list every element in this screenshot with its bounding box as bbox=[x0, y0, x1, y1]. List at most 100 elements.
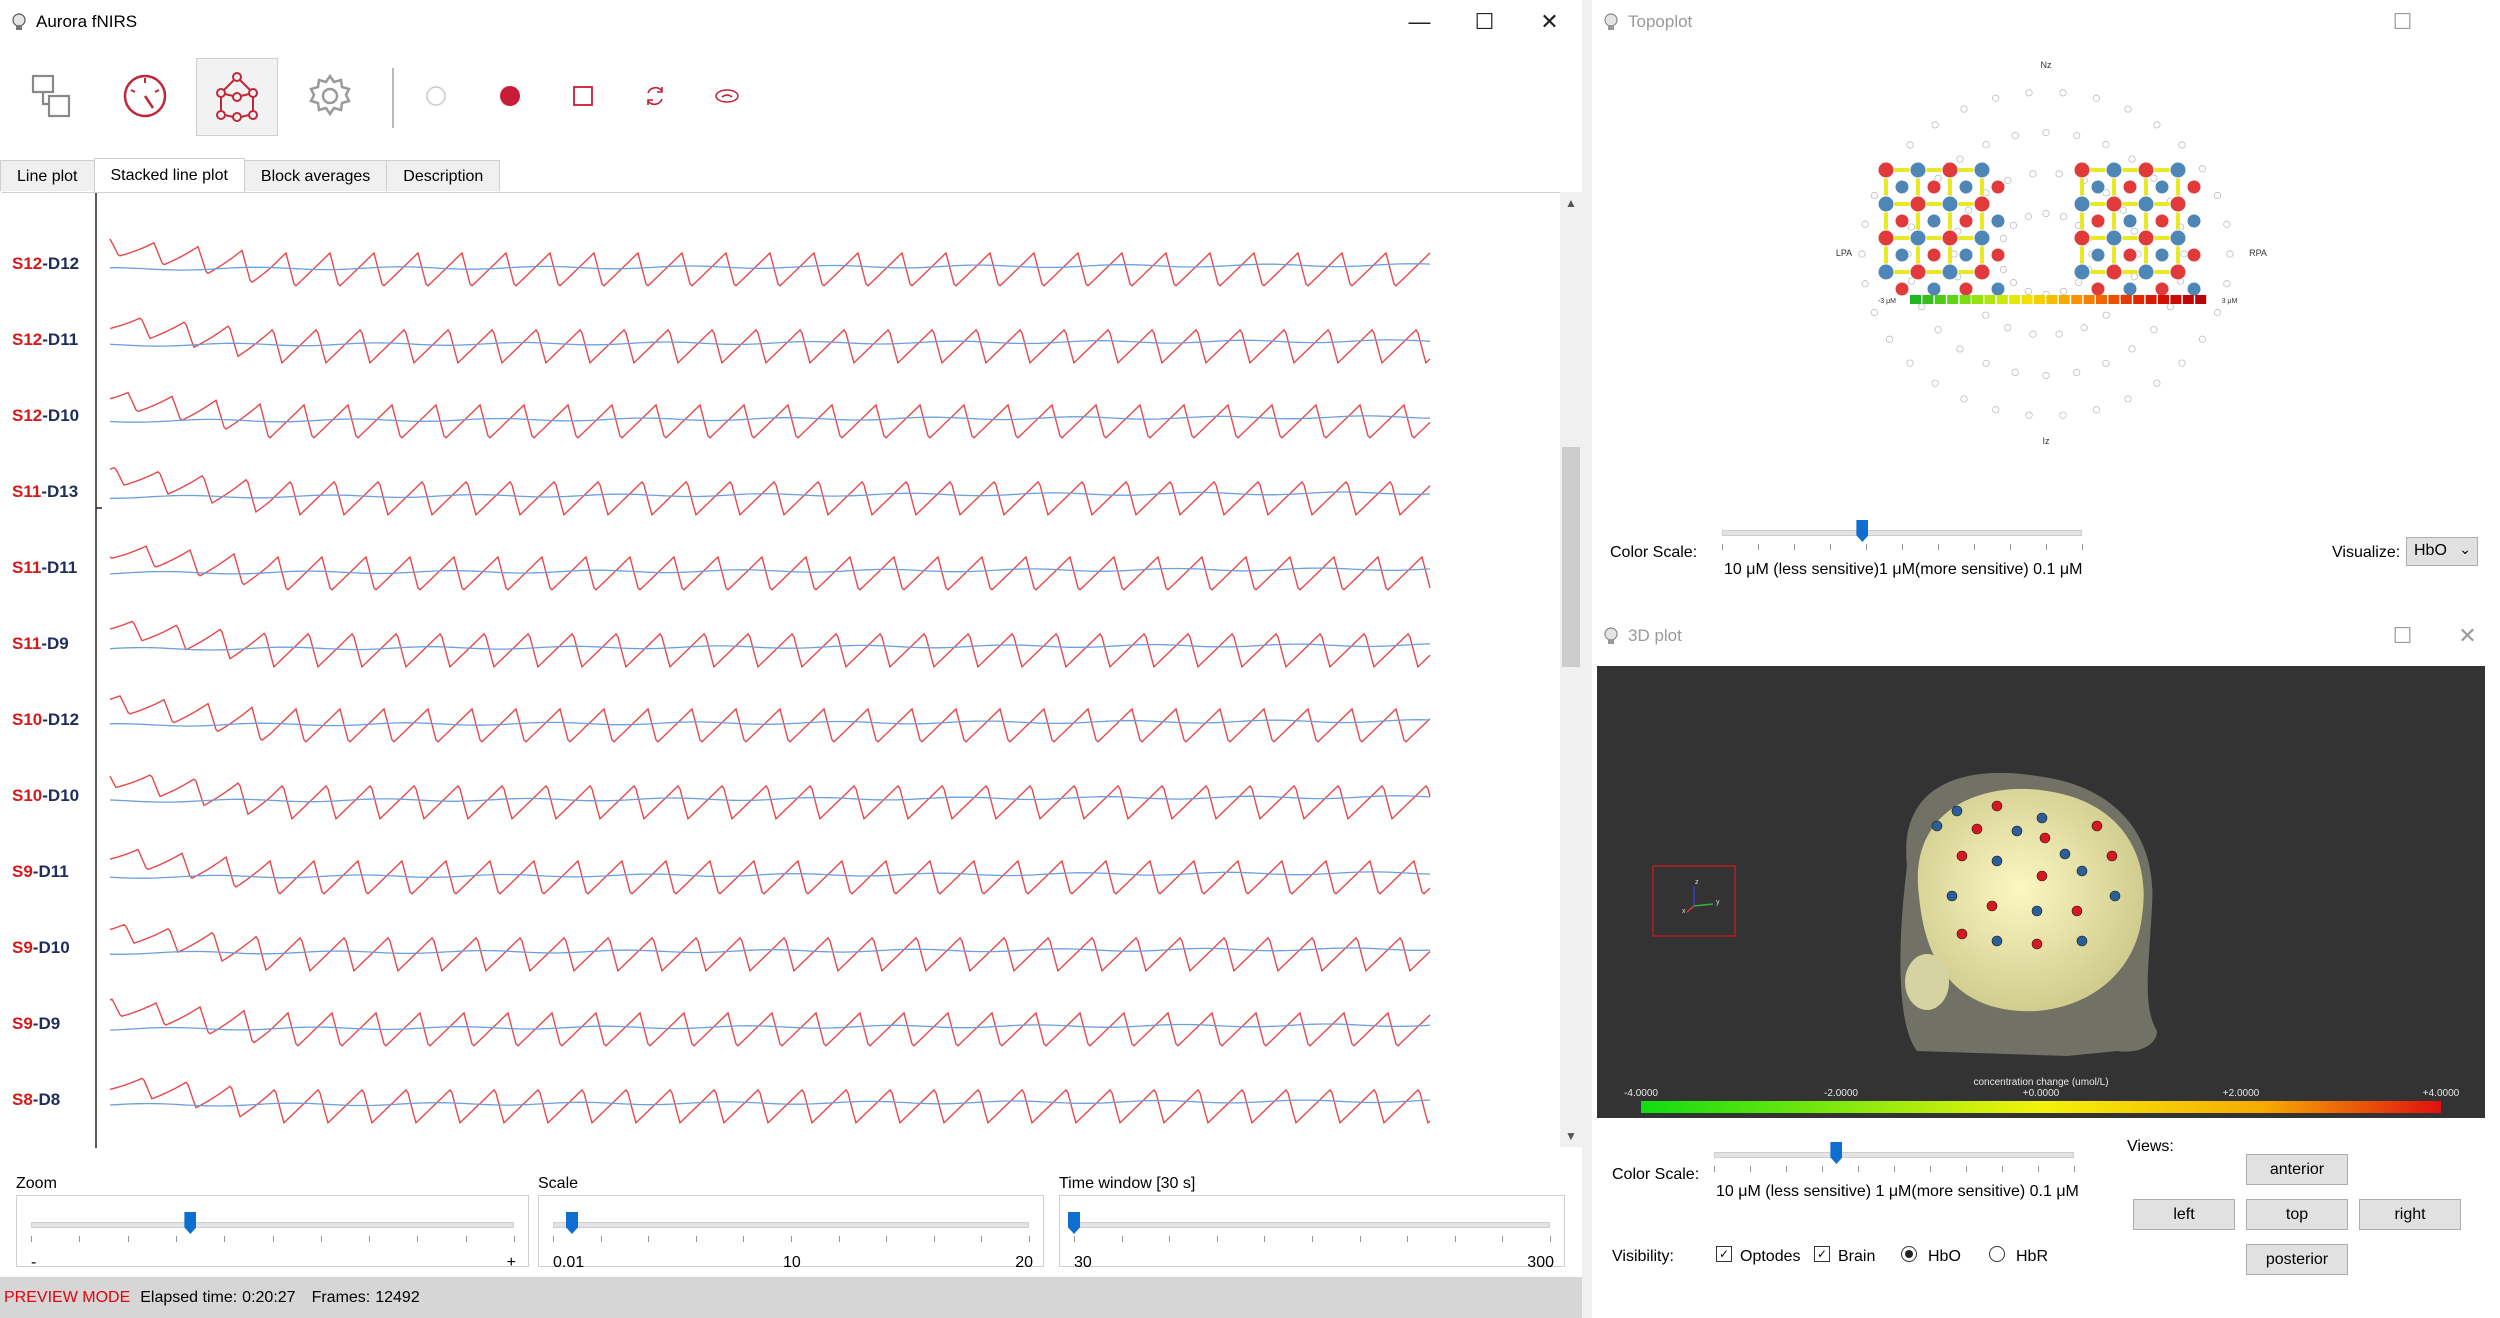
topo-detector-optode[interactable] bbox=[1973, 229, 1991, 247]
plot3d-close-button[interactable]: ✕ bbox=[2458, 623, 2477, 648]
topo-detector-optode[interactable] bbox=[2137, 195, 2155, 213]
topo-channel-site[interactable] bbox=[2186, 281, 2202, 297]
topo-detector-optode[interactable] bbox=[1973, 161, 1991, 179]
brain-checkbox[interactable]: ✓ bbox=[1814, 1246, 1830, 1262]
topo-channel-site[interactable] bbox=[1958, 179, 1974, 195]
plot3d-minimize-button[interactable] bbox=[2305, 614, 2370, 658]
stop-button[interactable] bbox=[543, 58, 623, 134]
3d-detector-optode[interactable] bbox=[2011, 825, 2023, 837]
time-window-slider[interactable] bbox=[1068, 1212, 1551, 1242]
3d-detector-optode[interactable] bbox=[2059, 848, 2071, 860]
topo-channel-site[interactable] bbox=[1958, 247, 1974, 263]
topo-channel-site[interactable] bbox=[2154, 179, 2170, 195]
3d-source-optode[interactable] bbox=[1956, 850, 1968, 862]
slider-track[interactable] bbox=[1074, 1222, 1550, 1228]
scroll-thumb[interactable] bbox=[1562, 447, 1580, 667]
topo-channel-site[interactable] bbox=[2090, 213, 2106, 229]
zoom-slider[interactable] bbox=[31, 1212, 515, 1242]
topo-detector-optode[interactable] bbox=[2169, 229, 2187, 247]
topo-channel-site[interactable] bbox=[1990, 281, 2006, 297]
slider-handle[interactable] bbox=[1068, 1212, 1080, 1234]
view-posterior-button[interactable]: posterior bbox=[2246, 1244, 2348, 1275]
record-button[interactable] bbox=[470, 58, 550, 134]
topo-source-optode[interactable] bbox=[2137, 229, 2155, 247]
3d-detector-optode[interactable] bbox=[1991, 855, 2003, 867]
3d-detector-optode[interactable] bbox=[2076, 865, 2088, 877]
topo-detector-optode[interactable] bbox=[2105, 229, 2123, 247]
topo-source-optode[interactable] bbox=[2105, 263, 2123, 281]
topo-channel-site[interactable] bbox=[1926, 179, 1942, 195]
topo-channel-site[interactable] bbox=[1894, 281, 1910, 297]
topo-channel-site[interactable] bbox=[2186, 247, 2202, 263]
tab-block-averages[interactable]: Block averages bbox=[243, 160, 388, 191]
topo-channel-site[interactable] bbox=[2186, 179, 2202, 195]
topoplot-titlebar[interactable]: Topoplot ☐ bbox=[1592, 0, 2500, 44]
brain-3d-view[interactable]: z y x concentration change (umol/L) -4.0000 -… bbox=[1597, 666, 2485, 1118]
settings-button[interactable] bbox=[290, 58, 370, 134]
topo-detector-optode[interactable] bbox=[1941, 263, 1959, 281]
minimize-button[interactable]: — bbox=[1408, 9, 1431, 34]
topo-detector-optode[interactable] bbox=[1877, 195, 1895, 213]
topo-source-optode[interactable] bbox=[2169, 263, 2187, 281]
topo-channel-site[interactable] bbox=[2090, 247, 2106, 263]
topo-channel-site[interactable] bbox=[1990, 179, 2006, 195]
slider-track[interactable] bbox=[1714, 1152, 2074, 1158]
scale-slider[interactable] bbox=[553, 1212, 1030, 1242]
3d-detector-optode[interactable] bbox=[2076, 935, 2088, 947]
3d-source-optode[interactable] bbox=[1971, 823, 1983, 835]
plot3d-maximize-button[interactable]: ☐ bbox=[2392, 623, 2413, 648]
tab-description[interactable]: Description bbox=[386, 160, 501, 191]
close-button[interactable]: ✕ bbox=[1540, 9, 1559, 34]
topo-source-optode[interactable] bbox=[1973, 195, 1991, 213]
marker-button[interactable] bbox=[687, 58, 767, 134]
topo-channel-site[interactable] bbox=[1926, 213, 1942, 229]
topo-channel-site[interactable] bbox=[1894, 179, 1910, 195]
slider-track[interactable] bbox=[553, 1222, 1029, 1228]
3d-source-optode[interactable] bbox=[2031, 938, 2043, 950]
topo-channel-site[interactable] bbox=[2154, 281, 2170, 297]
topo-source-optode[interactable] bbox=[1909, 263, 1927, 281]
topo-detector-optode[interactable] bbox=[2073, 263, 2091, 281]
topo-channel-site[interactable] bbox=[1894, 213, 1910, 229]
hbo-radio[interactable] bbox=[1901, 1246, 1917, 1262]
3d-source-optode[interactable] bbox=[1956, 928, 1968, 940]
topo-detector-optode[interactable] bbox=[1909, 161, 1927, 179]
3d-detector-optode[interactable] bbox=[1931, 820, 1943, 832]
main-titlebar[interactable]: Aurora fNIRS — ☐ ✕ bbox=[0, 0, 1582, 44]
preview-button[interactable] bbox=[396, 58, 476, 134]
topo-detector-optode[interactable] bbox=[2137, 263, 2155, 281]
topoplot-close-button[interactable] bbox=[2435, 0, 2500, 44]
topo-channel-site[interactable] bbox=[2122, 281, 2138, 297]
plot-scrollbar[interactable]: ▲ ▼ bbox=[1560, 192, 1582, 1147]
3d-detector-optode[interactable] bbox=[1951, 805, 1963, 817]
topo-channel-site[interactable] bbox=[2090, 179, 2106, 195]
3d-detector-optode[interactable] bbox=[1991, 935, 2003, 947]
visualize-select[interactable]: HbO ⌄ bbox=[2406, 537, 2478, 566]
view-right-button[interactable]: right bbox=[2359, 1199, 2461, 1230]
topo-channel-site[interactable] bbox=[1926, 247, 1942, 263]
topo-channel-site[interactable] bbox=[2154, 247, 2170, 263]
topoplot-minimize-button[interactable] bbox=[2305, 0, 2370, 44]
topo-detector-optode[interactable] bbox=[1941, 195, 1959, 213]
3d-source-optode[interactable] bbox=[2071, 905, 2083, 917]
device-connect-button[interactable] bbox=[15, 58, 95, 134]
3d-source-optode[interactable] bbox=[1991, 800, 2003, 812]
topo-channel-site[interactable] bbox=[1958, 213, 1974, 229]
slider-handle[interactable] bbox=[1830, 1142, 1843, 1164]
topo-detector-optode[interactable] bbox=[2169, 161, 2187, 179]
topo-detector-optode[interactable] bbox=[1909, 229, 1927, 247]
slider-handle[interactable] bbox=[1856, 520, 1869, 542]
topo-source-optode[interactable] bbox=[2105, 195, 2123, 213]
refresh-button[interactable] bbox=[615, 58, 695, 134]
3d-source-optode[interactable] bbox=[2039, 832, 2051, 844]
topo-source-optode[interactable] bbox=[2137, 161, 2155, 179]
slider-handle[interactable] bbox=[184, 1212, 197, 1234]
tab-stacked-line-plot[interactable]: Stacked line plot bbox=[93, 158, 245, 192]
topo-source-optode[interactable] bbox=[1973, 263, 1991, 281]
topo-source-optode[interactable] bbox=[1877, 161, 1895, 179]
topo-channel-site[interactable] bbox=[2186, 213, 2202, 229]
topo-detector-optode[interactable] bbox=[2073, 195, 2091, 213]
topo-channel-site[interactable] bbox=[1894, 247, 1910, 263]
topoplot-map[interactable]: Nz Iz LPA RPA -3 μM 3 μM bbox=[1592, 44, 2500, 514]
3d-source-optode[interactable] bbox=[2091, 820, 2103, 832]
